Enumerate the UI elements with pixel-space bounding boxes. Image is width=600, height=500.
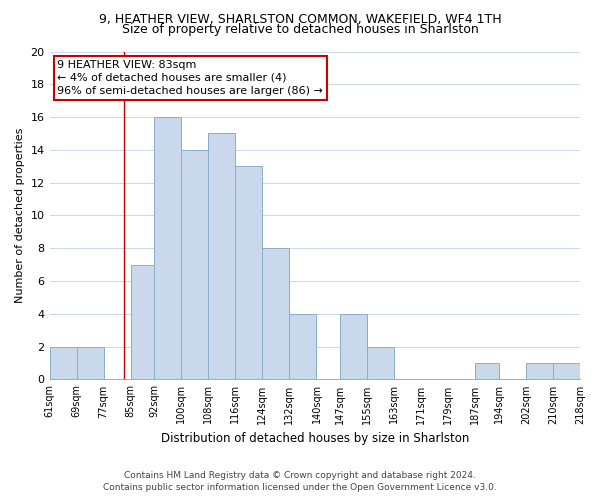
Bar — [181, 150, 208, 380]
X-axis label: Distribution of detached houses by size in Sharlston: Distribution of detached houses by size … — [161, 432, 469, 445]
Bar — [553, 363, 580, 380]
Bar — [154, 117, 181, 380]
Bar — [526, 363, 553, 380]
Bar — [340, 314, 367, 380]
Bar — [289, 314, 316, 380]
Bar — [235, 166, 262, 380]
Bar — [367, 346, 394, 380]
Bar — [475, 363, 499, 380]
Bar — [131, 264, 154, 380]
Text: Size of property relative to detached houses in Sharlston: Size of property relative to detached ho… — [122, 22, 478, 36]
Bar — [208, 134, 235, 380]
Bar — [77, 346, 104, 380]
Text: 9 HEATHER VIEW: 83sqm
← 4% of detached houses are smaller (4)
96% of semi-detach: 9 HEATHER VIEW: 83sqm ← 4% of detached h… — [58, 60, 323, 96]
Text: Contains HM Land Registry data © Crown copyright and database right 2024.
Contai: Contains HM Land Registry data © Crown c… — [103, 471, 497, 492]
Bar — [50, 346, 77, 380]
Text: 9, HEATHER VIEW, SHARLSTON COMMON, WAKEFIELD, WF4 1TH: 9, HEATHER VIEW, SHARLSTON COMMON, WAKEF… — [98, 12, 502, 26]
Bar — [262, 248, 289, 380]
Y-axis label: Number of detached properties: Number of detached properties — [15, 128, 25, 303]
